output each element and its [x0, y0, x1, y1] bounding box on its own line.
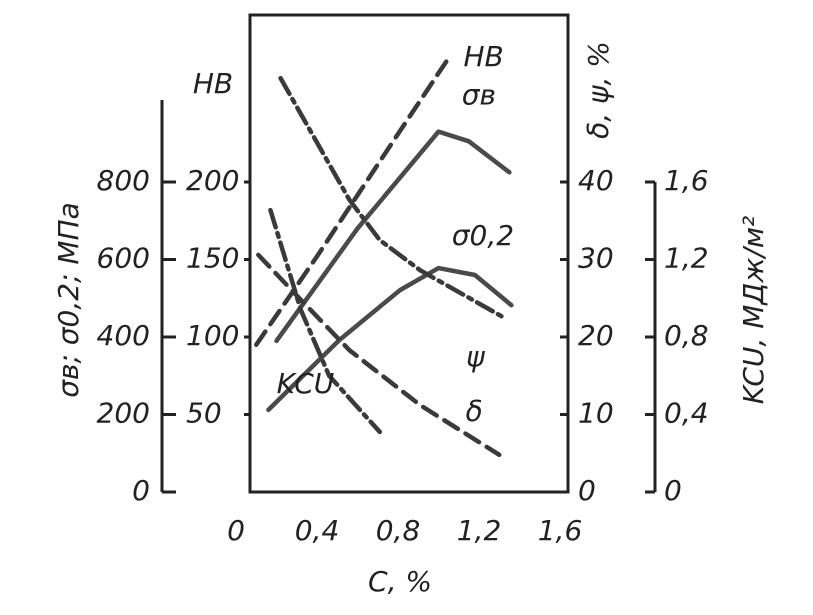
series-label: ψ: [466, 340, 485, 373]
y-tick-label: 800: [97, 164, 150, 197]
series-label: σ0,2: [452, 219, 514, 252]
y3-tick-label: 40: [578, 164, 614, 197]
x-tick-label: 1,6: [538, 514, 583, 547]
y3-tick-label: 10: [578, 397, 614, 430]
x-axis-title: C, %: [368, 565, 432, 598]
y2-tick-label: 50: [186, 397, 222, 430]
x-tick-label: 0,8: [376, 514, 421, 547]
y-tick-label: 400: [97, 319, 150, 352]
series-line: [254, 55, 451, 347]
y-axis-title: σв; σ0,2; МПа: [52, 202, 85, 398]
y2-axis-title: HB: [193, 67, 233, 100]
series-line: [268, 207, 383, 435]
y3-axis-title: δ, ψ, %: [582, 41, 615, 139]
y3-tick-label: 20: [578, 319, 614, 352]
y4-tick-label: 1,6: [664, 164, 709, 197]
y2-tick-label: 100: [186, 319, 239, 352]
y2-tick-label: 200: [186, 164, 239, 197]
y2-tick-label: 150: [186, 242, 239, 275]
y4-tick-label: 1,2: [664, 242, 709, 275]
y3-tick-label: 30: [578, 242, 614, 275]
y4-tick-label: 0,4: [664, 397, 709, 430]
series-line: [278, 75, 508, 321]
series-line: [274, 129, 512, 344]
y4-tick-label: 0: [664, 474, 682, 507]
y-tick-label: 0: [132, 474, 150, 507]
series-label: HB: [463, 40, 503, 73]
series-line: [266, 265, 514, 413]
x-tick-label: 1,2: [457, 514, 502, 547]
series-line: [256, 252, 502, 458]
y4-tick-label: 0,8: [664, 319, 709, 352]
y-tick-label: 600: [97, 242, 150, 275]
series-label: σв: [462, 78, 496, 111]
y3-tick-label: 0: [578, 474, 596, 507]
plot-frame: [248, 13, 570, 494]
series-label: KCU: [277, 367, 335, 400]
y-tick-label: 200: [97, 397, 150, 430]
y4-axis-title: KCU, МДж/м²: [737, 216, 770, 405]
series-label: δ: [466, 395, 483, 428]
x-tick-label: 0,4: [295, 514, 340, 547]
x-tick-label: 0: [227, 514, 245, 547]
